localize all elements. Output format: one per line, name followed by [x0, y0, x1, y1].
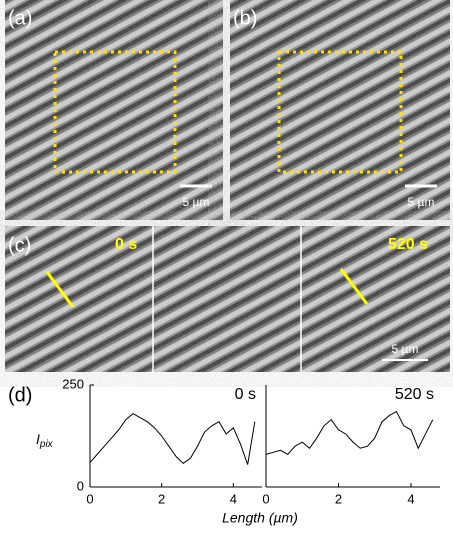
chart-title: 0 s	[235, 386, 256, 403]
panel-label: (d)	[8, 384, 32, 406]
texture	[5, 0, 223, 220]
x-tick-label: 4	[407, 491, 414, 506]
scale-label: 5 µm	[392, 342, 419, 356]
y-axis-label-main: I	[36, 431, 40, 447]
panel-label: (c)	[8, 234, 31, 256]
y-tick-label: 0	[77, 478, 84, 493]
scale-label: 5 µm	[408, 195, 435, 209]
roi-box	[53, 50, 177, 174]
x-tick-label: 0	[86, 491, 93, 506]
y-tick-label: 250	[62, 376, 84, 391]
x-tick-label: 0	[262, 491, 269, 506]
time-label: 0 s	[115, 236, 137, 253]
x-tick-label: 2	[158, 491, 165, 506]
panel-d: (d) Ipix Length (µm) 0 2 4 0 250 0 s 0 2 4 520 s	[8, 376, 440, 526]
panel-b: 5 µm (b)	[230, 0, 450, 220]
panel-label: (a)	[8, 7, 32, 29]
profile-line	[339, 268, 369, 305]
panel-a: 5 µm (a)	[5, 0, 223, 220]
chart-title: 520 s	[395, 386, 434, 403]
texture	[230, 0, 450, 220]
y-axis-label-sub: pix	[39, 439, 54, 450]
panel-label: (b)	[233, 7, 257, 29]
panel-c: 0 s 520 s 5 µm (c)	[5, 226, 450, 372]
x-tick-label: 4	[230, 491, 237, 506]
roi-box	[277, 50, 403, 174]
line-series	[89, 412, 256, 465]
time-label: 520 s	[388, 236, 428, 253]
x-tick-label: 2	[335, 491, 342, 506]
line-series	[265, 410, 434, 455]
x-axis-label: Length (µm)	[222, 510, 298, 526]
texture	[5, 226, 450, 372]
y-axis-label: Ipix	[36, 431, 54, 450]
profile-line	[45, 271, 75, 308]
scale-label: 5 µm	[183, 195, 210, 209]
